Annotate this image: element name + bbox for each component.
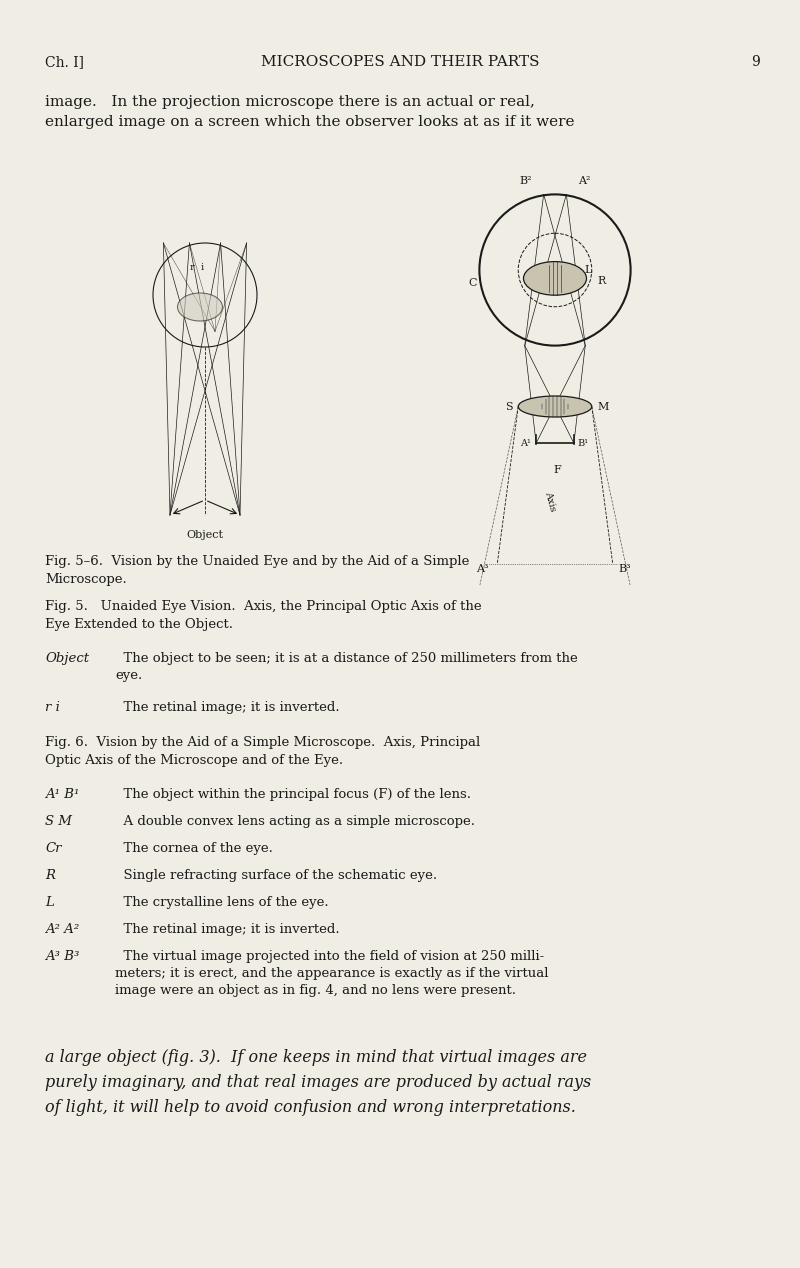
Text: The object to be seen; it is at a distance of 250 millimeters from the
eye.: The object to be seen; it is at a distan… — [115, 652, 578, 682]
Text: M: M — [597, 402, 608, 412]
Text: Object: Object — [186, 530, 223, 540]
Ellipse shape — [178, 293, 222, 321]
Text: L: L — [45, 896, 54, 909]
Text: image.   In the projection microscope there is an actual or real,
enlarged image: image. In the projection microscope ther… — [45, 95, 574, 128]
Text: The retinal image; it is inverted.: The retinal image; it is inverted. — [115, 923, 340, 936]
Text: A double convex lens acting as a simple microscope.: A double convex lens acting as a simple … — [115, 815, 475, 828]
Text: Cr: Cr — [45, 842, 62, 855]
Text: The crystalline lens of the eye.: The crystalline lens of the eye. — [115, 896, 329, 909]
Text: R: R — [45, 869, 55, 883]
Text: Ch. I]: Ch. I] — [45, 55, 84, 68]
Text: A¹ B¹: A¹ B¹ — [45, 787, 79, 801]
Ellipse shape — [523, 261, 586, 295]
Text: r  i: r i — [190, 262, 204, 271]
Text: Fig. 6.  Vision by the Aid of a Simple Microscope.  Axis, Principal
Optic Axis o: Fig. 6. Vision by the Aid of a Simple Mi… — [45, 735, 480, 767]
Text: Axis: Axis — [542, 489, 557, 512]
Ellipse shape — [518, 396, 592, 417]
Text: S: S — [506, 402, 513, 412]
Text: R: R — [597, 275, 606, 285]
Text: The virtual image projected into the field of vision at 250 milli-
meters; it is: The virtual image projected into the fie… — [115, 950, 549, 997]
Text: Fig. 5–6.  Vision by the Unaided Eye and by the Aid of a Simple
Microscope.: Fig. 5–6. Vision by the Unaided Eye and … — [45, 555, 470, 586]
Text: The object within the principal focus (F) of the lens.: The object within the principal focus (F… — [115, 787, 471, 801]
Text: The cornea of the eye.: The cornea of the eye. — [115, 842, 273, 855]
Text: A¹: A¹ — [520, 439, 531, 448]
Text: A² A²: A² A² — [45, 923, 79, 936]
Text: a large object (fig. 3).  If one keeps in mind that virtual images are
purely im: a large object (fig. 3). If one keeps in… — [45, 1049, 591, 1116]
Text: MICROSCOPES AND THEIR PARTS: MICROSCOPES AND THEIR PARTS — [261, 55, 539, 68]
Text: F: F — [554, 464, 561, 474]
Text: A³: A³ — [476, 564, 489, 574]
Text: B²: B² — [519, 176, 532, 186]
Text: r i: r i — [45, 701, 60, 714]
Text: A²: A² — [578, 176, 590, 186]
Text: A³ B³: A³ B³ — [45, 950, 79, 962]
Text: C: C — [469, 278, 478, 288]
Text: B³: B³ — [618, 564, 630, 574]
Text: Object: Object — [45, 652, 89, 664]
Text: 9: 9 — [751, 55, 760, 68]
Text: Single refracting surface of the schematic eye.: Single refracting surface of the schemat… — [115, 869, 437, 883]
Text: The retinal image; it is inverted.: The retinal image; it is inverted. — [115, 701, 340, 714]
Text: Fig. 5.   Unaided Eye Vision.  Axis, the Principal Optic Axis of the
Eye Extende: Fig. 5. Unaided Eye Vision. Axis, the Pr… — [45, 600, 482, 631]
Text: S M: S M — [45, 815, 72, 828]
Text: B¹: B¹ — [577, 439, 588, 448]
Text: L: L — [584, 265, 592, 275]
